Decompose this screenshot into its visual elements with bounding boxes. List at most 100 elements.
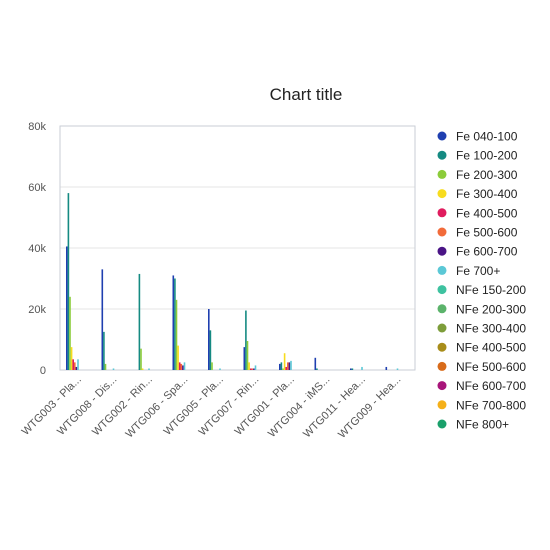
legend-marker <box>437 400 447 410</box>
legend-label: Fe 500-600 <box>456 226 518 240</box>
legend-item[interactable]: Fe 300-400 <box>437 187 518 201</box>
x-axis: WTG003 - Pla...WTG008 - Dis...WTG002 - R… <box>20 374 404 441</box>
bar[interactable] <box>140 348 142 370</box>
bars <box>66 193 399 371</box>
bar[interactable] <box>396 368 399 370</box>
bar[interactable] <box>67 193 70 370</box>
y-tick-label: 80k <box>28 121 46 133</box>
bar[interactable] <box>243 347 246 370</box>
bar[interactable] <box>177 345 179 370</box>
legend-label: NFe 150-200 <box>456 283 526 297</box>
bar[interactable] <box>282 368 284 370</box>
legend-marker <box>437 208 447 218</box>
bar[interactable] <box>361 366 363 370</box>
legend-item[interactable]: NFe 400-500 <box>437 341 527 355</box>
bar[interactable] <box>254 365 257 370</box>
bar[interactable] <box>75 366 78 370</box>
legend-label: Fe 600-700 <box>456 245 518 259</box>
bar[interactable] <box>219 368 221 370</box>
legend-marker <box>437 361 447 371</box>
bar[interactable] <box>138 273 141 370</box>
legend-item[interactable]: Fe 400-500 <box>437 206 518 220</box>
bar[interactable] <box>283 353 286 370</box>
bar[interactable] <box>104 363 107 370</box>
plot-area <box>59 125 416 371</box>
bar[interactable] <box>103 331 105 370</box>
bar[interactable] <box>285 366 287 370</box>
legend-marker <box>437 169 447 179</box>
grid <box>60 125 415 371</box>
legend-item[interactable]: NFe 200-300 <box>437 302 527 316</box>
bar[interactable] <box>253 368 255 370</box>
bar[interactable] <box>209 330 212 370</box>
legend-item[interactable]: Fe 600-700 <box>437 245 518 259</box>
legend-item[interactable]: NFe 150-200 <box>437 283 527 297</box>
legend-item[interactable]: Fe 200-300 <box>437 168 518 182</box>
legend: Fe 040-100 Fe 100-200 Fe 200-300 Fe 300-400… <box>437 130 527 432</box>
bar[interactable] <box>316 368 318 370</box>
bar[interactable] <box>245 310 247 370</box>
bar[interactable] <box>72 359 74 370</box>
bar[interactable] <box>77 359 79 370</box>
bar[interactable] <box>66 246 68 370</box>
bar[interactable] <box>287 362 289 370</box>
bar[interactable] <box>74 362 76 370</box>
y-tick-label: 20k <box>28 304 46 316</box>
bar[interactable] <box>208 309 210 370</box>
legend-label: NFe 800+ <box>456 418 509 432</box>
bar[interactable] <box>182 365 184 370</box>
bar[interactable] <box>148 368 150 370</box>
chart-title: Chart title <box>270 85 343 104</box>
bar[interactable] <box>70 347 73 370</box>
bar[interactable] <box>172 275 175 370</box>
legend-label: Fe 300-400 <box>456 187 518 201</box>
legend-marker <box>437 323 447 333</box>
bar[interactable] <box>280 362 283 370</box>
bar[interactable] <box>180 363 183 370</box>
legend-item[interactable]: NFe 500-600 <box>437 360 527 374</box>
bar[interactable] <box>112 368 115 370</box>
legend-label: NFe 600-700 <box>456 379 526 393</box>
bar[interactable] <box>178 362 181 370</box>
legend-item[interactable]: NFe 800+ <box>437 418 510 432</box>
y-tick-label: 60k <box>28 182 46 194</box>
legend-label: NFe 700-800 <box>456 398 526 412</box>
legend-item[interactable]: NFe 300-400 <box>437 322 527 336</box>
bar[interactable] <box>248 362 250 370</box>
bar[interactable] <box>69 296 71 370</box>
legend-label: Fe 200-300 <box>456 168 518 182</box>
legend-item[interactable]: Fe 100-200 <box>437 149 518 163</box>
bar[interactable] <box>314 357 317 370</box>
bar[interactable] <box>141 368 144 370</box>
legend-item[interactable]: NFe 700-800 <box>437 398 527 412</box>
bar[interactable] <box>279 363 281 370</box>
bar[interactable] <box>246 341 249 370</box>
bar[interactable] <box>249 368 252 370</box>
legend-item[interactable]: Fe 040-100 <box>437 130 518 144</box>
legend-marker <box>437 189 447 199</box>
bar[interactable] <box>174 278 176 371</box>
bar[interactable] <box>101 269 104 370</box>
bar[interactable] <box>385 366 388 370</box>
legend-marker <box>437 150 447 160</box>
legend-item[interactable]: Fe 500-600 <box>437 226 518 240</box>
bar[interactable] <box>351 368 354 370</box>
bar[interactable] <box>211 362 213 370</box>
legend-marker <box>437 419 447 429</box>
y-tick-label: 0 <box>40 365 46 377</box>
bar[interactable] <box>251 368 254 370</box>
legend-label: Fe 700+ <box>456 264 500 278</box>
legend-item[interactable]: Fe 700+ <box>437 264 501 278</box>
bar[interactable] <box>350 368 352 370</box>
bar[interactable] <box>175 299 178 370</box>
bar[interactable] <box>183 362 186 370</box>
x-tick-label: WTG004 - iMS... <box>266 374 332 440</box>
y-tick-label: 40k <box>28 243 46 255</box>
bar[interactable] <box>288 362 291 370</box>
legend-label: NFe 300-400 <box>456 322 526 336</box>
legend-item[interactable]: NFe 600-700 <box>437 379 527 393</box>
bar[interactable] <box>290 360 292 370</box>
legend-label: NFe 200-300 <box>456 302 526 316</box>
legend-marker <box>437 285 447 295</box>
